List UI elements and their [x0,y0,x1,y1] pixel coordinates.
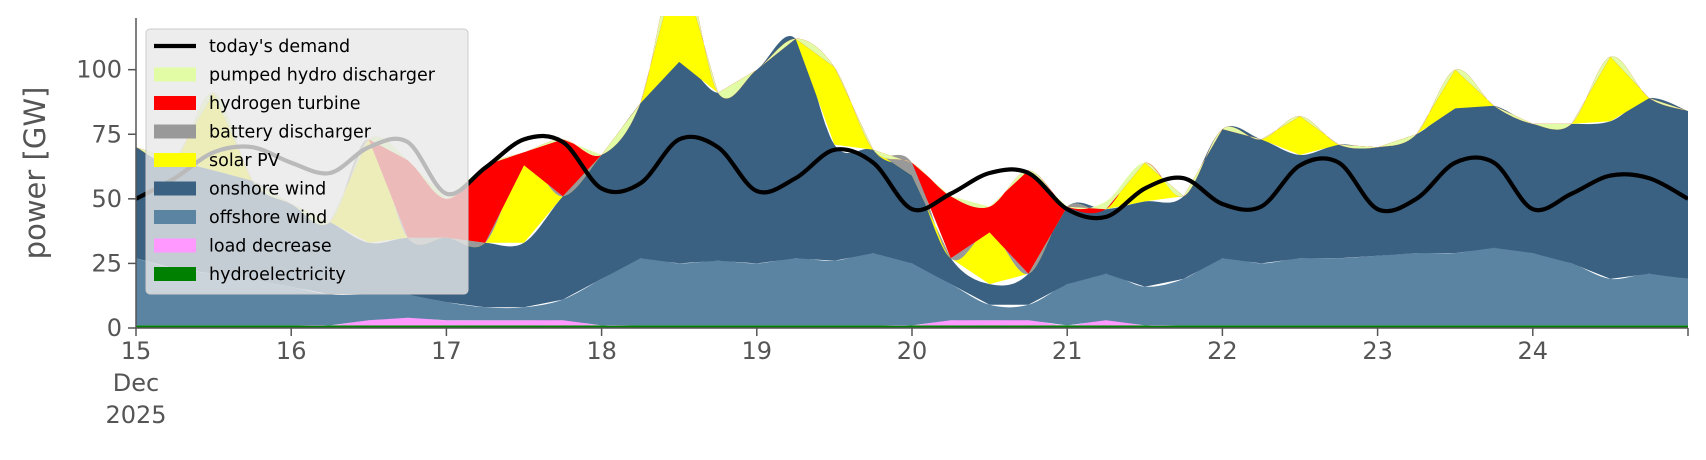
legend-swatch-pumped-hydro-discharger [154,67,196,82]
legend-label-onshore-wind: onshore wind [209,180,326,200]
area-solar-pv [136,16,1688,285]
legend-label-pumped-hydro-discharger: pumped hydro discharger [209,66,436,86]
x-tick-label: 16 [276,337,307,365]
legend-label-solar-pv: solar PV [209,151,280,171]
legend: today's demand pumped hydro discharger hyd… [145,28,469,295]
legend-swatch-load-decrease [154,238,196,253]
legend-swatch-hydroelectricity [154,267,196,281]
x-tick-label: 2025 [105,401,166,429]
x-tick-label: 23 [1362,337,1393,365]
legend-swatch-offshore-wind [154,210,196,224]
legend-label-hydroelectricity: hydroelectricity [209,265,346,285]
y-tick-label: 0 [107,314,122,342]
legend-label-offshore-wind: offshore wind [209,208,327,228]
legend-swatch-battery-discharger [154,124,196,139]
y-ticks: 0 25 50 75 100 [76,56,136,342]
y-tick-label: 25 [91,249,122,277]
area-load-decrease [136,317,1688,326]
x-tick-label: Dec [113,369,159,397]
x-tick-label: 24 [1518,337,1549,365]
x-ticks: 15 Dec 2025 16 17 18 19 20 21 22 23 24 [105,328,1689,429]
legend-label-battery-discharger: battery discharger [209,123,372,143]
y-tick-label: 75 [91,120,122,148]
legend-label-today-s-demand: today's demand [209,37,350,57]
x-tick-label: 17 [431,337,462,365]
legend-label-load-decrease: load decrease [209,237,332,257]
area-offshore-wind [136,247,1688,326]
legend-swatch-onshore-wind [154,181,196,196]
y-tick-label: 50 [91,185,122,213]
legend-swatch-solar-pv [154,153,196,167]
x-tick-label: 22 [1207,337,1238,365]
y-tick-label: 100 [76,56,122,84]
area-onshore-wind [136,35,1688,308]
x-tick-label: 21 [1052,337,1083,365]
x-tick-label: 18 [586,337,617,365]
legend-swatch-hydrogen-turbine [154,96,196,110]
legend-label-hydrogen-turbine: hydrogen turbine [209,94,361,114]
x-tick-label: 20 [897,337,928,365]
x-tick-label: 15 [121,337,152,365]
x-tick-label: 19 [742,337,773,365]
legend-box [145,28,469,295]
y-axis-label: power [GW] [18,87,52,260]
